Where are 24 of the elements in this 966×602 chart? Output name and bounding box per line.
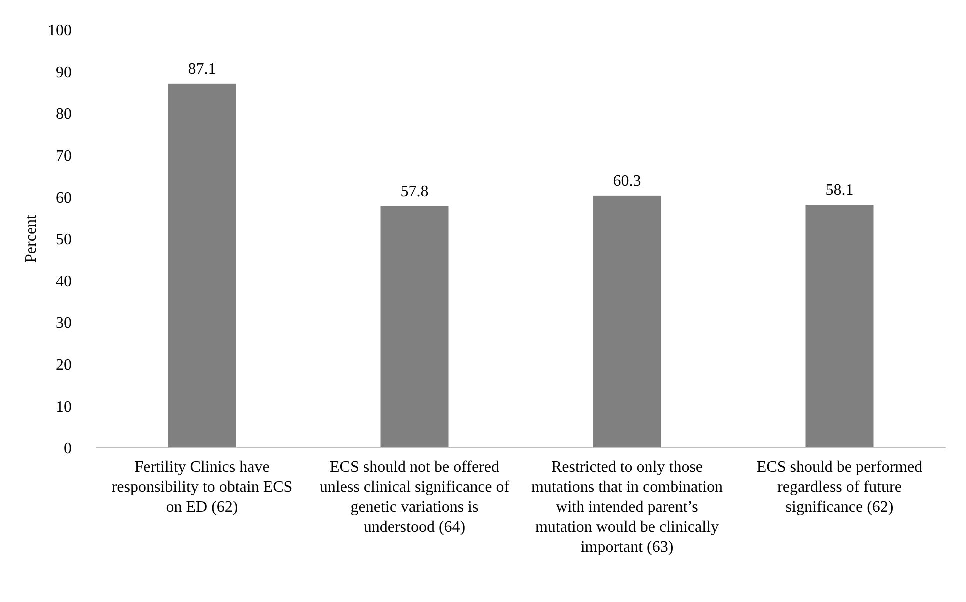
bar [593, 196, 662, 448]
bar [806, 205, 874, 448]
data-label: 87.1 [188, 60, 216, 78]
y-tick-label: 50 [56, 232, 72, 249]
x-tick-label: Restricted to only those mutations that in combination with intended parent’s mutation would be clinically important (63) [531, 459, 724, 556]
data-label: 57.8 [400, 183, 429, 200]
bar [168, 84, 236, 448]
x-tick-label: ECS should be performed regardless of future significance (62) [756, 459, 923, 516]
data-label: 58.1 [826, 182, 854, 200]
x-tick-label: ECS should not be offered unless clinical significance of genetic variations is understood (64) [320, 459, 510, 536]
y-tick-label: 30 [56, 315, 72, 332]
y-axis-title: Percent [23, 214, 40, 263]
y-tick-label: 100 [48, 22, 72, 40]
y-tick-label: 60 [56, 190, 72, 207]
y-tick-label: 90 [56, 64, 72, 82]
y-tick-label: 10 [56, 398, 72, 416]
y-tick-label: 80 [56, 106, 72, 124]
x-tick-label: Fertility Clinics have responsibility to obtain ECS on ED (62) [112, 459, 293, 516]
y-tick-label: 70 [56, 148, 72, 165]
bar [380, 206, 449, 448]
y-tick-label: 40 [56, 273, 72, 290]
data-label: 60.3 [613, 172, 642, 190]
y-tick-label: 0 [64, 440, 72, 458]
y-tick-label: 20 [56, 357, 72, 374]
